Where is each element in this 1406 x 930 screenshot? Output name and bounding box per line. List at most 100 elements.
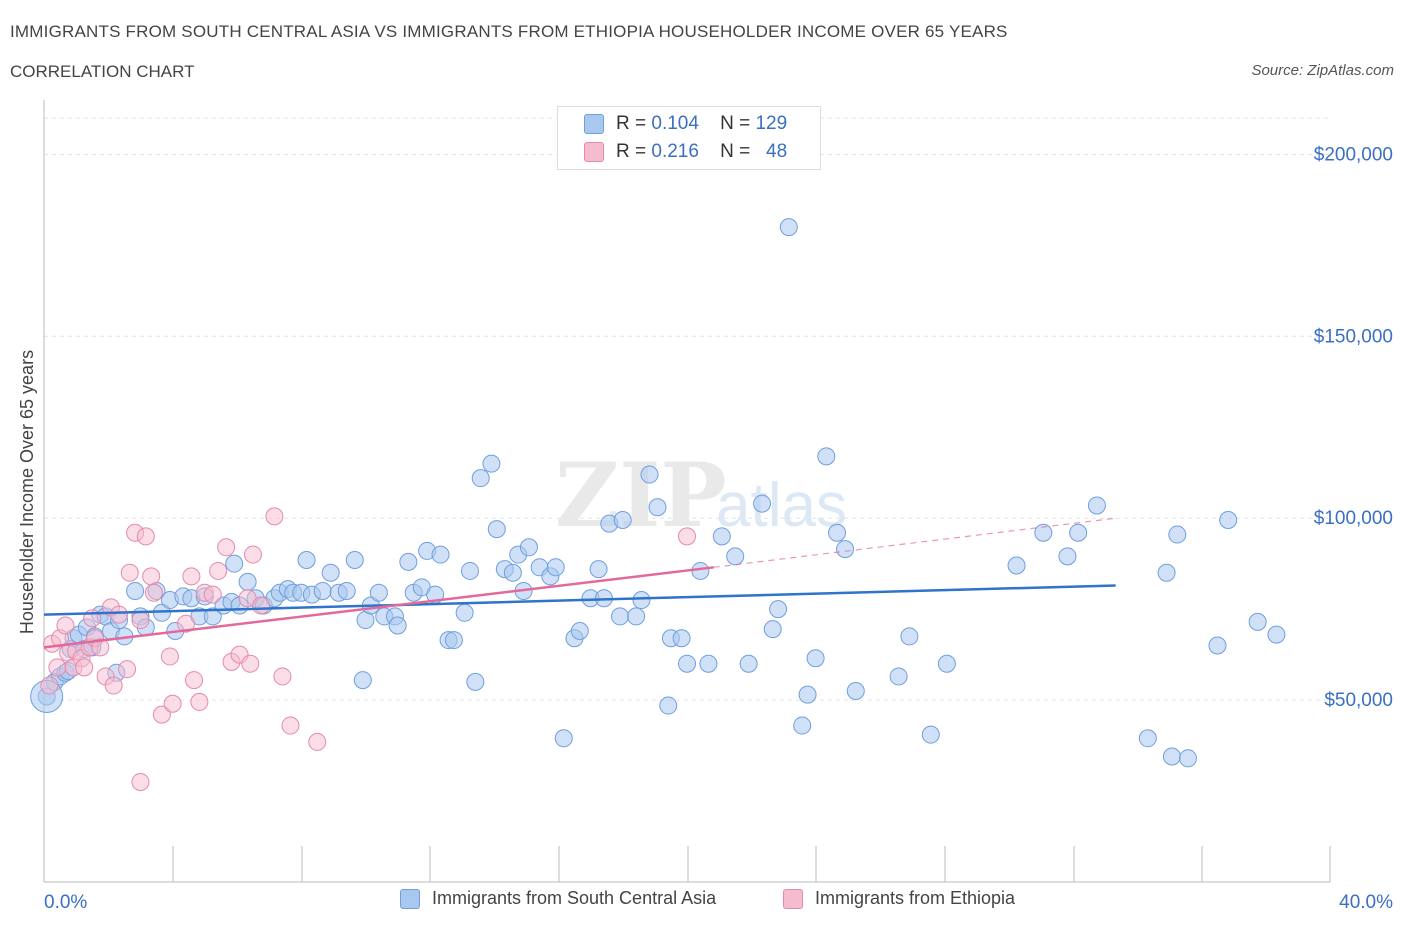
data-point-south-central-asia (399, 552, 418, 571)
data-point-south-central-asia (238, 572, 257, 591)
legend-label: Immigrants from Ethiopia (815, 888, 1016, 908)
legend-item-south-central-asia[interactable]: Immigrants from South Central Asia (400, 888, 716, 909)
data-point-south-central-asia (806, 649, 825, 668)
y-axis-label: Householder Income Over 65 years (17, 350, 37, 634)
data-point-south-central-asia (753, 494, 772, 513)
data-point-ethiopia (160, 647, 179, 666)
data-point-ethiopia (91, 638, 110, 657)
data-point-ethiopia (75, 658, 94, 677)
data-point-south-central-asia (798, 685, 817, 704)
data-point-ethiopia (217, 538, 236, 557)
data-point-ethiopia (120, 563, 139, 582)
data-point-south-central-asia (388, 616, 407, 635)
stats-r-label: R = (616, 141, 647, 162)
y-tick-label: $150,000 (1314, 326, 1393, 347)
data-point-ethiopia (203, 585, 222, 604)
data-point-south-central-asia (1157, 563, 1176, 582)
stats-r-value: 0.104 (651, 113, 699, 134)
data-point-south-central-asia (503, 563, 522, 582)
data-point-ethiopia (110, 605, 129, 624)
data-point-south-central-asia (471, 469, 490, 488)
watermark: atlas (716, 471, 847, 540)
data-point-south-central-asia (546, 558, 565, 577)
source-label: Source: ZipAtlas.com (1251, 62, 1394, 79)
data-point-ethiopia (281, 716, 300, 735)
y-tick-label: $200,000 (1314, 144, 1393, 165)
legend-label: Immigrants from South Central Asia (432, 888, 717, 908)
data-point-south-central-asia (1179, 749, 1198, 768)
data-point-ethiopia (118, 660, 137, 679)
data-point-south-central-asia (817, 447, 836, 466)
data-point-ethiopia (48, 658, 67, 677)
legend-item-ethiopia[interactable]: Immigrants from Ethiopia (783, 888, 1015, 909)
stats-n-label: N = (720, 141, 751, 162)
data-point-south-central-asia (297, 551, 316, 570)
data-point-south-central-asia (699, 654, 718, 673)
y-tick-label: $50,000 (1324, 690, 1393, 711)
data-point-ethiopia (131, 772, 150, 791)
data-point-south-central-asia (779, 218, 798, 237)
data-point-south-central-asia (769, 600, 788, 619)
stats-row-blue: R = 0.104 N = 129 (584, 113, 787, 135)
data-point-south-central-asia (828, 523, 847, 542)
legend-swatch-blue (400, 888, 420, 909)
blue-swatch (584, 114, 604, 134)
stats-legend: R = 0.104 N = 129 R = 0.216 N = 48 (557, 106, 821, 170)
data-point-south-central-asia (589, 560, 608, 579)
data-point-ethiopia (308, 732, 327, 751)
data-point-ethiopia (265, 507, 284, 526)
data-point-south-central-asia (921, 725, 940, 744)
data-point-south-central-asia (632, 591, 651, 610)
data-point-south-central-asia (1168, 525, 1187, 544)
data-point-south-central-asia (519, 538, 538, 557)
data-point-ethiopia (190, 692, 209, 711)
data-point-south-central-asia (900, 627, 919, 646)
data-point-south-central-asia (444, 631, 463, 650)
data-point-south-central-asia (353, 671, 372, 690)
data-point-ethiopia (176, 614, 195, 633)
data-point-south-central-asia (1007, 556, 1026, 575)
data-point-south-central-asia (726, 547, 745, 566)
x-tick-label: 40.0% (1339, 892, 1393, 913)
data-point-south-central-asia (836, 540, 855, 559)
data-point-south-central-asia (763, 620, 782, 639)
data-point-ethiopia (243, 545, 262, 564)
data-point-ethiopia (163, 694, 182, 713)
data-point-south-central-asia (1069, 523, 1088, 542)
data-point-south-central-asia (1034, 523, 1053, 542)
data-point-south-central-asia (203, 607, 222, 626)
data-point-south-central-asia (460, 561, 479, 580)
watermark: ZIP (555, 443, 727, 547)
data-point-south-central-asia (937, 654, 956, 673)
data-point-ethiopia (104, 676, 123, 695)
data-point-ethiopia (185, 671, 204, 690)
data-point-south-central-asia (554, 729, 573, 748)
data-point-south-central-asia (739, 654, 758, 673)
data-point-south-central-asia (1248, 612, 1267, 631)
data-point-south-central-asia (487, 520, 506, 539)
data-point-south-central-asia (1219, 511, 1238, 530)
trend-line-ethiopia-extension (713, 517, 1116, 568)
data-point-south-central-asia (466, 672, 485, 691)
data-point-ethiopia (252, 596, 271, 615)
data-point-south-central-asia (640, 465, 659, 484)
data-point-south-central-asia (570, 621, 589, 640)
data-point-south-central-asia (1138, 729, 1157, 748)
data-point-south-central-asia (126, 581, 145, 600)
data-point-ethiopia (136, 527, 155, 546)
data-point-south-central-asia (648, 498, 667, 517)
data-point-south-central-asia (321, 563, 340, 582)
data-point-south-central-asia (889, 667, 908, 686)
y-tick-label: $100,000 (1314, 508, 1393, 529)
data-point-ethiopia (131, 611, 150, 630)
chart-subtitle: CORRELATION CHART (10, 62, 195, 81)
trend-line-south-central-asia (43, 584, 1116, 616)
data-point-south-central-asia (369, 583, 388, 602)
stats-n-label: N = (720, 113, 751, 134)
data-point-ethiopia (241, 654, 260, 673)
stats-n-value: 129 (755, 113, 788, 134)
data-point-ethiopia (273, 667, 292, 686)
legend-swatch-pink (783, 888, 803, 909)
data-point-south-central-asia (712, 527, 731, 546)
chart-title: IMMIGRANTS FROM SOUTH CENTRAL ASIA VS IM… (10, 22, 1008, 41)
